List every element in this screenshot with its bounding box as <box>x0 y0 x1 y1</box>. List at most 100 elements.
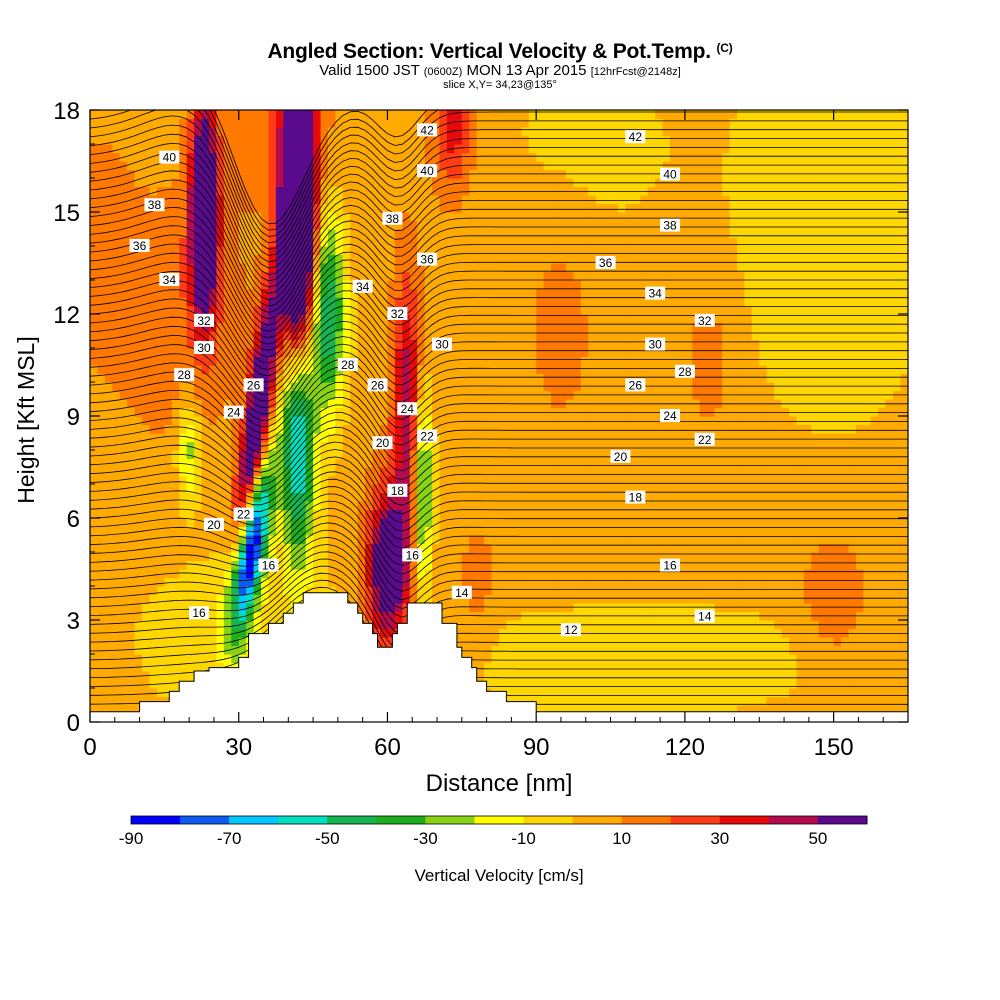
velocity-cell <box>268 161 277 171</box>
velocity-cell <box>573 127 582 137</box>
velocity-cell <box>194 237 203 247</box>
velocity-cell <box>164 526 173 536</box>
vertical-velocity-field <box>90 110 908 722</box>
velocity-cell <box>513 118 522 128</box>
velocity-cell <box>134 577 143 587</box>
velocity-cell <box>342 161 351 171</box>
velocity-cell <box>372 280 381 290</box>
velocity-cell <box>246 220 255 230</box>
velocity-cell <box>171 637 180 647</box>
velocity-cell <box>127 535 136 545</box>
velocity-cell <box>223 586 232 596</box>
velocity-cell <box>164 407 173 417</box>
velocity-cell <box>476 212 485 222</box>
velocity-cell <box>216 271 225 281</box>
velocity-cell <box>588 186 597 196</box>
velocity-cell <box>327 433 336 443</box>
velocity-cell <box>573 509 582 519</box>
velocity-cell <box>104 127 113 137</box>
velocity-cell <box>261 484 270 494</box>
velocity-cell <box>97 288 106 298</box>
velocity-cell <box>499 246 508 256</box>
velocity-cell <box>446 433 455 443</box>
velocity-cell <box>268 501 277 511</box>
velocity-cell <box>573 679 582 689</box>
velocity-cell <box>513 331 522 341</box>
velocity-cell <box>208 407 218 417</box>
velocity-cell <box>171 195 180 205</box>
velocity-cell <box>253 186 262 196</box>
velocity-cell <box>380 501 389 511</box>
velocity-cell <box>104 144 113 154</box>
velocity-cell <box>283 254 292 264</box>
velocity-cell <box>253 594 262 604</box>
velocity-cell <box>119 212 128 222</box>
velocity-cell <box>521 297 530 307</box>
velocity-cell <box>223 424 232 434</box>
velocity-cell <box>201 288 210 298</box>
velocity-cell <box>283 509 292 519</box>
velocity-cell <box>580 229 589 239</box>
velocity-cell <box>186 543 195 553</box>
velocity-cell <box>112 348 121 358</box>
velocity-cell <box>223 577 232 587</box>
velocity-cell <box>179 203 188 213</box>
velocity-cell <box>380 594 389 604</box>
velocity-cell <box>469 382 478 392</box>
velocity-cell <box>536 705 545 715</box>
velocity-cell <box>261 297 270 307</box>
velocity-cell <box>290 586 299 596</box>
velocity-cell <box>298 560 307 570</box>
velocity-cell <box>380 135 389 145</box>
velocity-cell <box>402 365 411 375</box>
velocity-cell <box>112 492 121 502</box>
velocity-cell <box>223 161 232 171</box>
velocity-cell <box>164 577 173 587</box>
velocity-cell <box>558 577 567 587</box>
velocity-cell <box>573 356 582 366</box>
velocity-cell <box>90 569 99 579</box>
velocity-cell <box>417 475 426 485</box>
velocity-cell <box>290 348 299 358</box>
velocity-cell <box>491 365 500 375</box>
velocity-cell <box>595 280 604 290</box>
velocity-cell <box>253 263 262 273</box>
velocity-cell <box>97 263 106 273</box>
velocity-cell <box>283 263 292 273</box>
velocity-cell <box>223 382 232 392</box>
velocity-cell <box>595 186 604 196</box>
velocity-cell <box>313 484 322 494</box>
velocity-cell <box>194 620 203 630</box>
velocity-cell <box>253 518 262 528</box>
velocity-cell <box>580 526 589 536</box>
velocity-cell <box>238 382 247 392</box>
velocity-cell <box>558 543 567 553</box>
velocity-cell <box>268 484 277 494</box>
velocity-cell <box>246 543 255 553</box>
velocity-cell <box>491 127 500 137</box>
velocity-cell <box>543 637 552 647</box>
velocity-cell <box>90 637 99 647</box>
velocity-cell <box>588 212 597 222</box>
velocity-cell <box>521 280 530 290</box>
velocity-cell <box>216 467 225 477</box>
velocity-cell <box>409 152 418 162</box>
velocity-cell <box>179 152 188 162</box>
velocity-cell <box>290 552 299 562</box>
velocity-cell <box>156 645 165 655</box>
velocity-cell <box>484 586 493 596</box>
velocity-cell <box>372 322 381 332</box>
velocity-cell <box>446 331 455 341</box>
velocity-cell <box>223 620 232 630</box>
velocity-cell <box>380 237 389 247</box>
velocity-cell <box>305 475 314 485</box>
velocity-cell <box>476 560 485 570</box>
velocity-cell <box>521 322 530 332</box>
velocity-cell <box>409 186 418 196</box>
velocity-cell <box>104 135 113 145</box>
velocity-cell <box>208 356 218 366</box>
velocity-cell <box>491 356 500 366</box>
velocity-cell <box>97 424 106 434</box>
velocity-cell <box>261 229 270 239</box>
velocity-cell <box>543 526 552 536</box>
